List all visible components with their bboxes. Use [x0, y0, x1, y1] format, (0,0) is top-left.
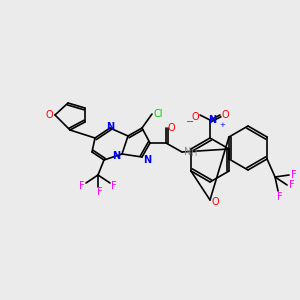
Text: O: O [167, 123, 175, 133]
Text: N: N [143, 155, 151, 165]
Text: F: F [97, 187, 103, 197]
Text: F: F [79, 181, 85, 191]
Text: N: N [208, 115, 216, 125]
Text: +: + [219, 122, 225, 128]
Text: O: O [221, 110, 229, 120]
Text: F: F [277, 192, 283, 202]
Text: Cl: Cl [153, 109, 163, 119]
Text: F: F [111, 181, 117, 191]
Text: O: O [191, 112, 199, 122]
Text: H: H [190, 149, 196, 158]
Text: N: N [112, 151, 120, 161]
Text: F: F [289, 180, 295, 190]
Text: −: − [186, 117, 194, 127]
Text: N: N [106, 122, 114, 132]
Text: N: N [184, 147, 192, 157]
Text: O: O [211, 197, 219, 207]
Text: O: O [45, 110, 53, 120]
Text: F: F [291, 170, 297, 180]
